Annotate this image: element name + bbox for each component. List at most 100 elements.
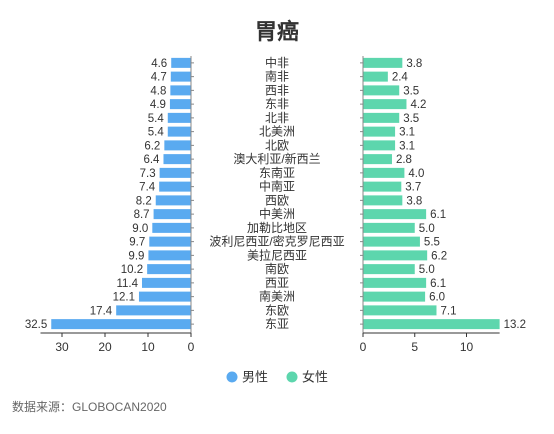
- male-bar: [147, 264, 191, 275]
- male-value-label: 11.4: [116, 278, 138, 290]
- category-label: 西亚: [265, 276, 289, 290]
- category-label: 中非: [265, 55, 289, 70]
- legend-label-female: 女性: [302, 370, 328, 385]
- category-label: 南美洲: [259, 289, 295, 304]
- female-bar: [363, 99, 407, 110]
- category-label: 北非: [265, 111, 289, 125]
- male-bar: [167, 126, 191, 137]
- legend-marker-male: [226, 371, 238, 383]
- female-bar: [363, 154, 392, 165]
- category-label: 东亚: [265, 317, 289, 331]
- female-bar: [363, 57, 403, 68]
- female-value-label: 13.2: [504, 319, 526, 331]
- male-bar: [159, 167, 191, 178]
- male-bar: [164, 140, 191, 151]
- female-bar: [363, 167, 405, 178]
- female-value-label: 6.0: [429, 292, 445, 304]
- male-bars: 4.64.74.84.95.45.46.26.47.37.48.28.79.09…: [25, 57, 191, 331]
- female-bar: [363, 250, 428, 261]
- male-value-label: 5.4: [148, 127, 165, 139]
- male-value-label: 8.7: [134, 209, 150, 221]
- female-bar: [363, 209, 427, 220]
- male-value-label: 7.3: [140, 168, 156, 180]
- female-x-tick-label: 5: [411, 340, 418, 354]
- category-label: 东欧: [265, 303, 289, 317]
- female-value-label: 3.8: [406, 195, 422, 207]
- category-label: 西非: [265, 83, 289, 97]
- category-label: 加勒比地区: [247, 221, 307, 235]
- male-x-tick-label: 10: [141, 340, 155, 354]
- category-label: 西欧: [265, 193, 289, 207]
- female-bar: [363, 236, 420, 247]
- male-bar: [51, 319, 191, 330]
- female-value-label: 4.2: [410, 99, 426, 111]
- male-bar: [171, 57, 191, 68]
- legend: 男性 女性: [226, 370, 328, 385]
- male-value-label: 9.0: [132, 223, 148, 235]
- male-value-label: 10.2: [121, 264, 143, 276]
- male-bar: [167, 112, 191, 123]
- female-bar: [363, 264, 415, 275]
- female-value-label: 7.1: [440, 305, 456, 317]
- female-bar: [363, 181, 402, 192]
- category-label: 澳大利亚/新西兰: [233, 151, 320, 166]
- male-value-label: 32.5: [25, 319, 47, 331]
- female-bar: [363, 112, 400, 123]
- female-bar: [363, 291, 426, 302]
- female-value-label: 3.5: [403, 85, 419, 97]
- male-bar: [138, 291, 191, 302]
- female-bar: [363, 319, 500, 330]
- chart-title: 胃癌: [254, 19, 299, 44]
- male-value-label: 9.7: [129, 237, 145, 249]
- female-value-label: 5.5: [424, 237, 440, 249]
- male-bar: [159, 181, 191, 192]
- female-bar: [363, 195, 403, 206]
- category-label: 北欧: [265, 138, 289, 152]
- female-x-tick-label: 0: [360, 340, 367, 354]
- male-bar: [149, 236, 191, 247]
- female-value-label: 4.0: [408, 168, 424, 180]
- source-note: 数据来源：GLOBOCAN2020: [12, 400, 167, 414]
- male-value-label: 4.9: [150, 99, 166, 111]
- female-value-label: 3.1: [399, 140, 415, 152]
- female-value-label: 3.1: [399, 127, 415, 139]
- category-label: 南非: [265, 69, 289, 84]
- category-label: 北美洲: [259, 125, 295, 139]
- female-value-label: 3.8: [406, 58, 422, 70]
- male-bar: [148, 250, 191, 261]
- male-bar: [163, 154, 191, 165]
- male-bar: [170, 85, 191, 96]
- category-label: 美拉尼西亚: [247, 247, 307, 262]
- male-bar: [169, 99, 191, 110]
- female-value-label: 2.4: [392, 72, 409, 84]
- female-value-label: 6.2: [431, 250, 447, 262]
- female-value-label: 5.0: [419, 223, 435, 235]
- male-value-label: 9.9: [128, 250, 144, 262]
- female-bar: [363, 305, 437, 316]
- female-value-label: 6.1: [430, 209, 446, 221]
- male-x-tick-label: 20: [98, 340, 112, 354]
- legend-label-male: 男性: [242, 370, 268, 385]
- male-value-label: 7.4: [139, 182, 156, 194]
- male-bar: [155, 195, 191, 206]
- male-value-label: 5.4: [148, 113, 165, 125]
- female-value-label: 5.0: [419, 264, 435, 276]
- male-value-label: 6.2: [144, 140, 160, 152]
- male-value-label: 17.4: [90, 305, 113, 317]
- male-bar: [170, 71, 191, 82]
- male-value-label: 12.1: [113, 292, 135, 304]
- female-value-label: 2.8: [396, 154, 412, 166]
- male-bar: [141, 277, 191, 288]
- category-labels: 中非南非西非东非北非北美洲北欧澳大利亚/新西兰东南亚中南亚西欧中美洲加勒比地区波…: [209, 55, 344, 331]
- male-bar: [153, 209, 191, 220]
- female-bar: [363, 71, 388, 82]
- female-x-tick-label: 10: [460, 340, 474, 354]
- female-bar: [363, 140, 396, 151]
- female-value-label: 3.7: [405, 182, 421, 194]
- male-x-tick-label: 0: [188, 340, 195, 354]
- category-label: 中美洲: [259, 206, 295, 221]
- axes: 0 10 20 30 0 5 10: [40, 56, 500, 354]
- male-value-label: 4.8: [150, 85, 166, 97]
- male-x-tick-label: 30: [55, 340, 69, 354]
